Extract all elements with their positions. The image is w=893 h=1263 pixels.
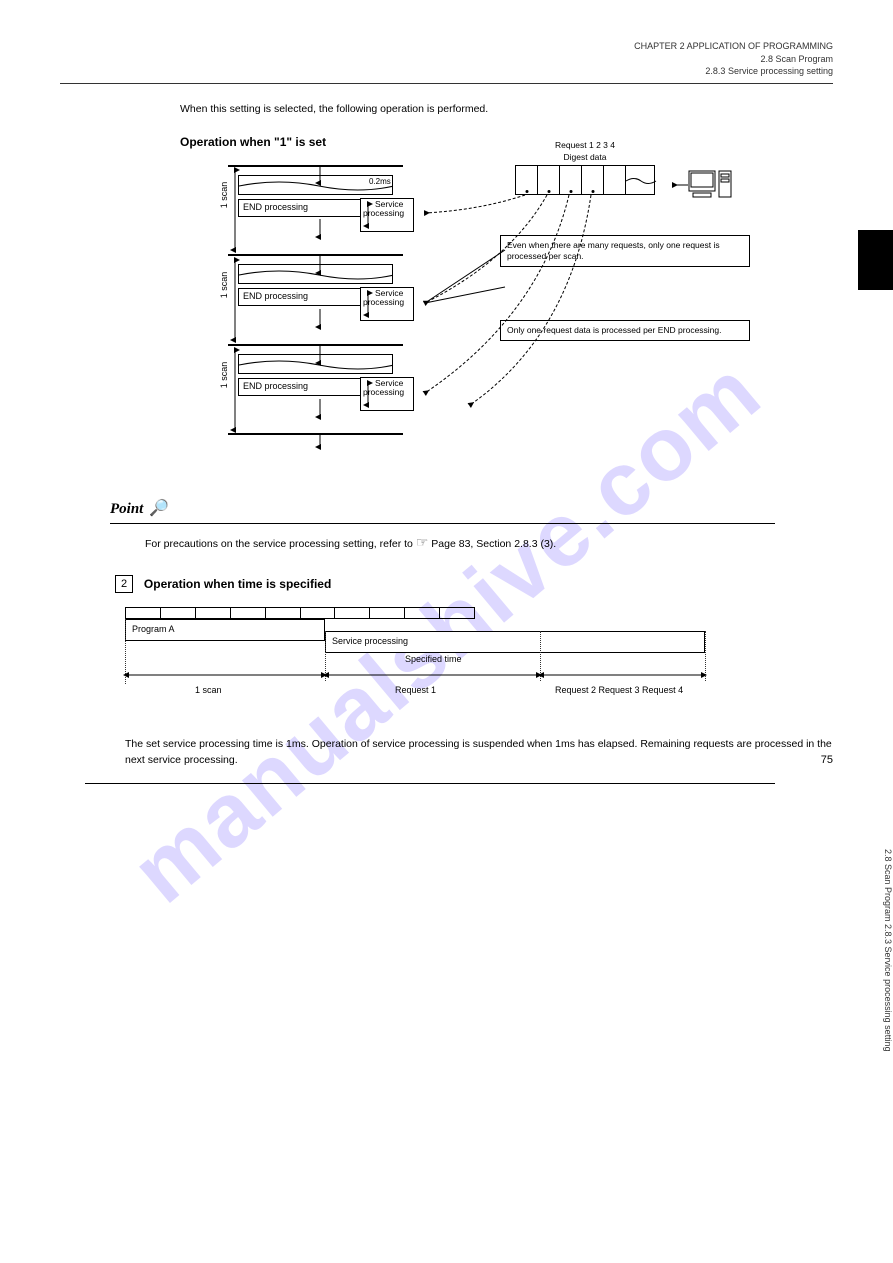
end-label-3: END processing bbox=[243, 381, 308, 391]
breadcrumb-line1: CHAPTER 2 APPLICATION OF PROGRAMMING bbox=[634, 41, 833, 51]
req1-label: Request 1 bbox=[395, 684, 436, 698]
scan-range-label: 1 scan bbox=[195, 684, 222, 698]
magnifier-icon: 🔎 bbox=[149, 500, 169, 517]
section2-para: The set service processing time is 1ms. … bbox=[125, 737, 833, 769]
end-label-1: END processing bbox=[243, 202, 308, 212]
point-text: For precautions on the service processin… bbox=[145, 530, 833, 553]
digest-label: Digest data bbox=[515, 151, 655, 164]
svg-text:0.2ms: 0.2ms bbox=[369, 177, 391, 186]
header-rule bbox=[60, 83, 833, 84]
scan-diagram: 0.2ms END processing Service processing … bbox=[200, 165, 833, 485]
service-overlay-1: Service processing bbox=[360, 198, 414, 232]
section-number-box: 2 bbox=[115, 575, 133, 593]
point-label: Point🔎 bbox=[110, 497, 169, 521]
page-number: 75 bbox=[821, 754, 833, 766]
breadcrumb: CHAPTER 2 APPLICATION OF PROGRAMMING 2.8… bbox=[60, 40, 833, 78]
service-overlay-3: Service processing bbox=[360, 377, 414, 411]
subsection-title: Operation when "1" is set bbox=[180, 133, 833, 151]
intro-text: When this setting is selected, the follo… bbox=[180, 102, 833, 118]
service-box: Service processing bbox=[325, 631, 705, 653]
service-overlay-2: Service processing bbox=[360, 287, 414, 321]
hand-pointer-icon: ☞ bbox=[416, 534, 429, 550]
side-tab bbox=[858, 230, 893, 290]
specified-label: Specified time bbox=[405, 653, 462, 667]
program-a-box: Program A bbox=[125, 619, 325, 641]
req234-label: Request 2 Request 3 Request 4 bbox=[555, 684, 683, 698]
side-vertical-label: 2.8 Scan Program 2.8.3 Service processin… bbox=[865, 700, 893, 1200]
end-label-2: END processing bbox=[243, 291, 308, 301]
breadcrumb-line3: 2.8.3 Service processing setting bbox=[705, 66, 833, 76]
digest-block: Request 1 2 3 4 Digest data bbox=[515, 165, 655, 195]
computer-icon bbox=[687, 167, 735, 209]
scan-tick-row bbox=[125, 607, 475, 619]
breadcrumb-line2: 2.8 Scan Program bbox=[760, 54, 833, 64]
time-diagram: Program A Service processing 1 scan Requ… bbox=[125, 607, 833, 727]
section2-title: Operation when time is specified bbox=[144, 577, 331, 591]
request-label: Request 1 2 3 4 bbox=[515, 139, 655, 152]
